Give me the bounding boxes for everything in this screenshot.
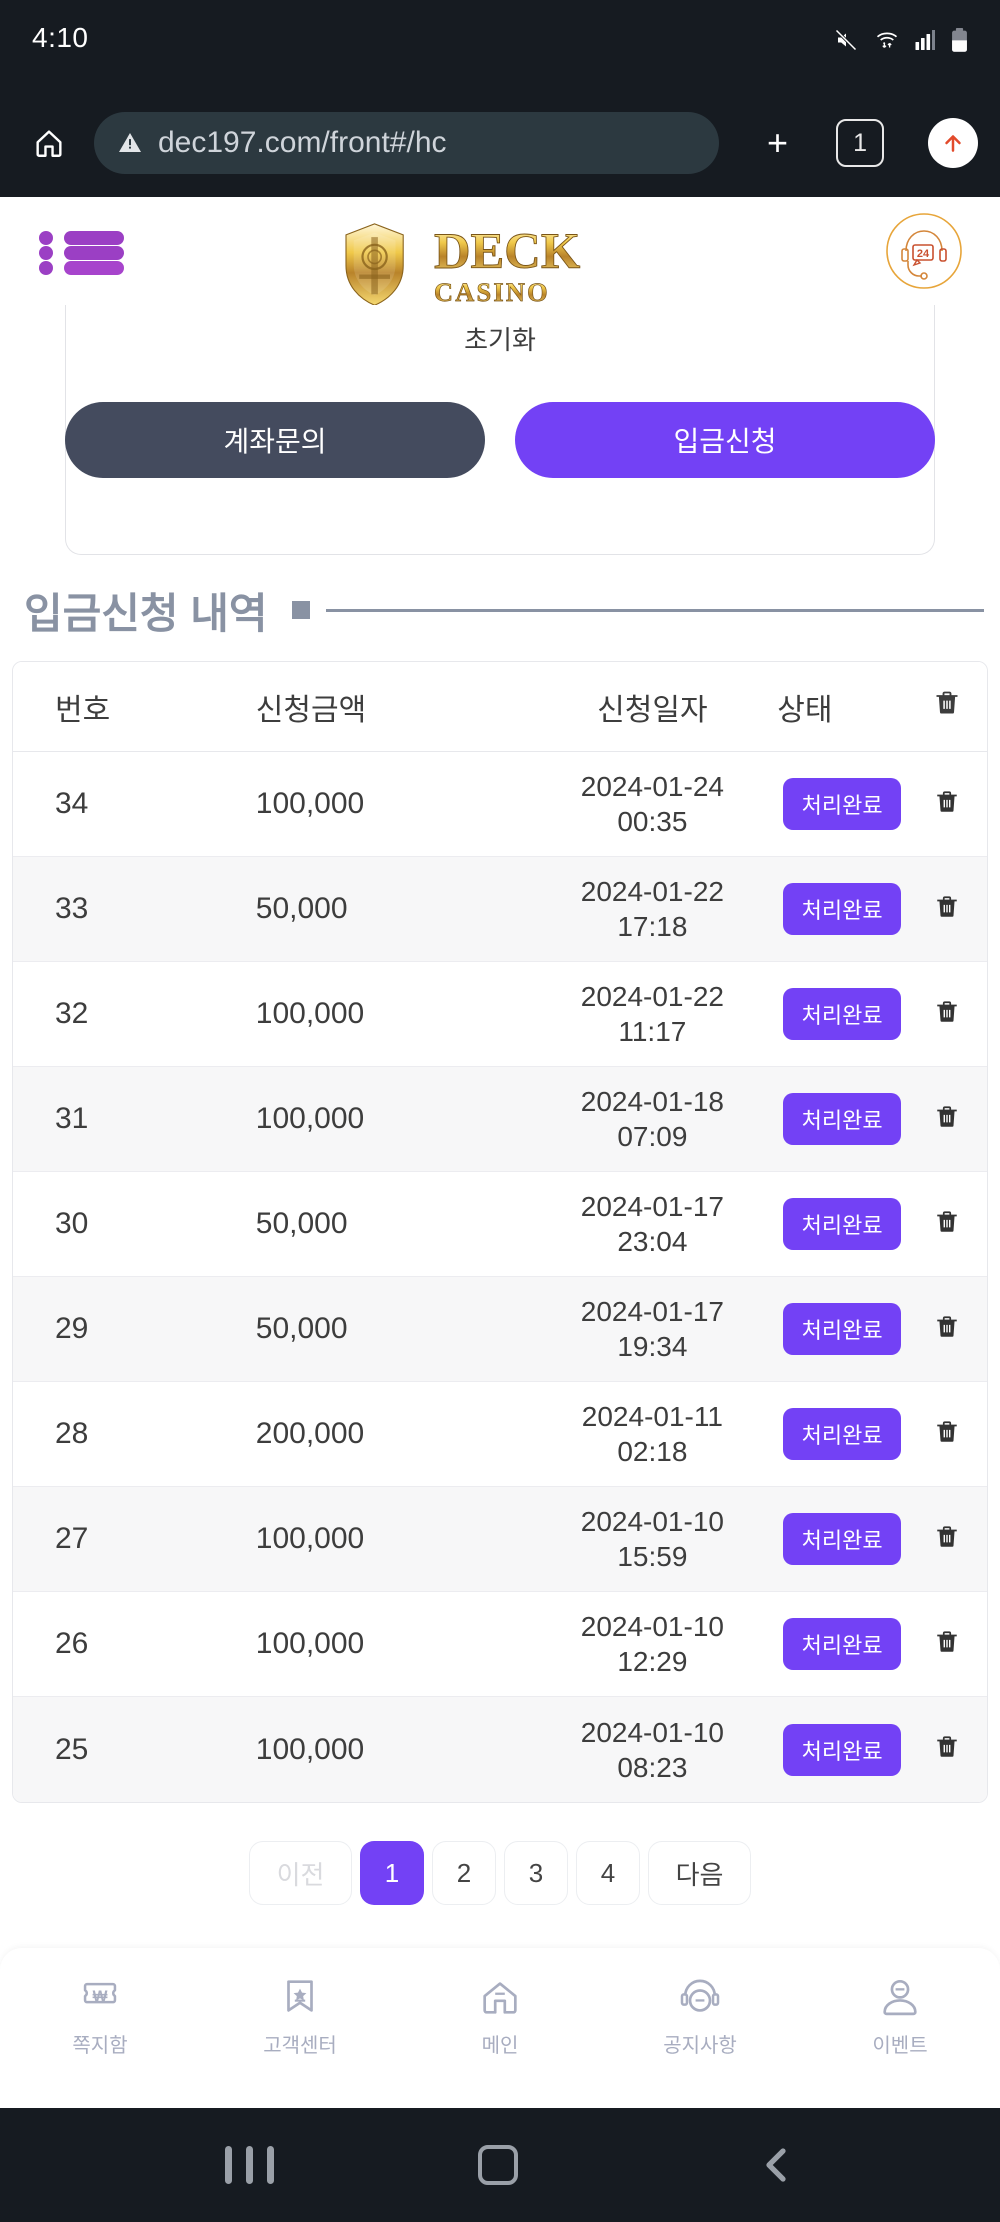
svg-text:24: 24 [917, 248, 930, 260]
svg-text:DECK: DECK [434, 223, 580, 279]
svg-text:₩: ₩ [93, 1988, 108, 2005]
svg-text:CASINO: CASINO [434, 277, 550, 307]
